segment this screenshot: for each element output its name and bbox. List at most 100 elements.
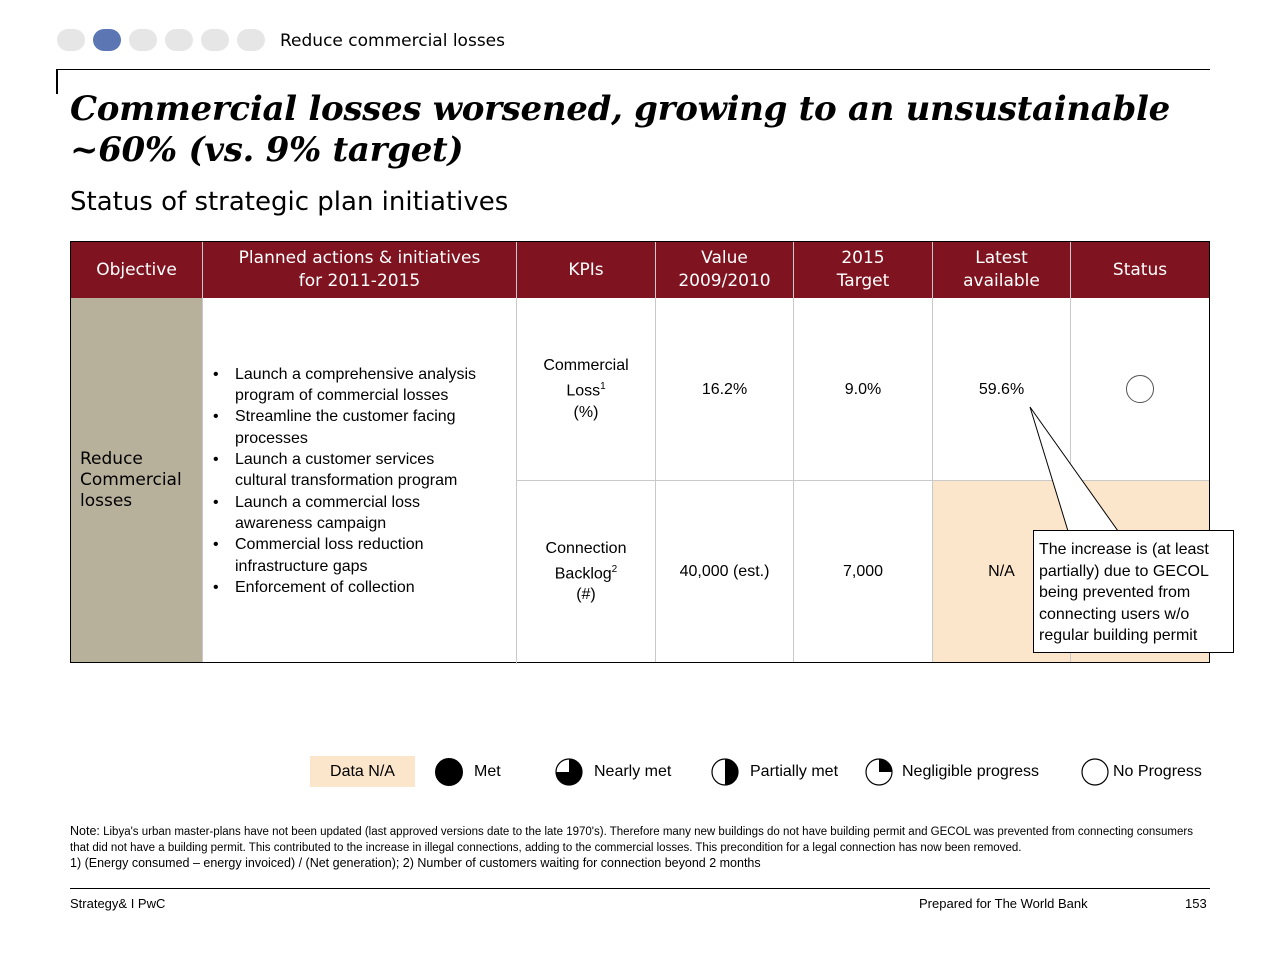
header-value-line1: Value [701,248,748,268]
header-value: Value 2009/2010 [656,242,794,298]
callout-line: being prevented from [1039,584,1191,601]
header-latest-line1: Latest [975,248,1028,268]
target-text: 7,000 [842,563,884,580]
note-text: Libya's urban master-plans have not been… [70,826,1193,854]
nav-dot [129,29,157,51]
nav-dot [165,29,193,51]
action-item: Streamline the customer facing processes [213,406,476,449]
callout-line: partially) due to GECOL [1039,562,1209,580]
footer-divider [70,888,1210,889]
page-number: 153 [1185,896,1207,911]
legend-negligible-progress: Negligible progress [864,757,1039,787]
action-item-line2: awareness campaign [235,514,387,532]
kpi-name-line2: Loss [566,382,601,400]
action-item-line1: Commercial loss reduction [235,536,424,554]
value-text: 40,000 (est.) [679,563,770,580]
legend-nearly-met-label: Nearly met [594,763,672,780]
header-kpis: KPIs [517,242,656,298]
legend-partially-met-label: Partially met [750,763,839,780]
callout-line: regular building permit [1039,627,1198,644]
status-cell [1071,298,1209,480]
target-text: 9.0% [844,380,882,398]
action-item-line1: Streamline the customer facing [235,408,456,426]
header-target: 2015 Target [794,242,933,298]
legend-partially-met: Partially met [710,757,838,787]
no-progress-legend-icon [1081,758,1109,786]
no-progress-icon [1126,375,1154,403]
action-item-line2: cultural transformation program [235,472,458,490]
initiatives-table: Objective Planned actions & initiatives … [70,241,1210,664]
notes: Note: Libya's urban master-plans have no… [70,824,1210,872]
legend-no-progress: No Progress [1080,757,1202,787]
legend-met-label: Met [474,763,501,780]
header-target-line2: Target [836,271,890,291]
footer-prepared-for: Prepared for The World Bank [919,896,1088,911]
note-label: Note: [70,824,100,838]
legend-negligible-progress-label: Negligible progress [902,763,1039,780]
legend-data-na-label: Data N/A [330,762,395,780]
kpi-footnote-ref: 1 [600,381,606,393]
header-target-line1: 2015 [841,248,885,268]
objective-line3: losses [80,490,133,511]
header-value-line2: 2009/2010 [678,271,771,291]
footnotes: 1) (Energy consumed – energy invoiced) /… [70,856,761,870]
kpi-name-line1: Commercial [543,357,629,375]
header-actions-line1: Planned actions & initiatives [238,248,481,268]
kpi-cell-connection-backlog: Connection Backlog2 (#) [517,481,656,662]
header-status: Status [1071,242,1209,298]
action-item: Launch a customer services cultural trans… [213,449,476,492]
kpi-name-line2: Backlog [554,565,612,583]
nearly-met-icon [555,758,583,786]
callout-line: The increase is (at least [1039,541,1209,558]
action-item-line1: Launch a comprehensive analysis [235,365,477,383]
met-icon [435,758,463,786]
kpi-footnote-ref: 2 [611,563,618,575]
latest-text: 59.6% [978,380,1025,398]
target-cell: 7,000 [794,481,933,662]
nav-dot [201,29,229,51]
nav-dot [237,29,265,51]
latest-cell: 59.6% [933,298,1071,480]
kpi-cell-commercial-loss: Commercial Loss1 (%) [517,298,656,480]
kpi-unit: (#) [576,586,596,604]
callout-line: connecting users w/o [1039,605,1190,623]
header-actions-line2: for 2011-2015 [298,271,421,291]
legend-no-progress-label: No Progress [1113,763,1202,780]
legend-met: Met [434,757,501,787]
objective-cell: Reduce Commercial losses [71,298,203,662]
header-latest-line2: available [963,271,1040,291]
objective-line2: Commercial [80,469,182,490]
action-item-line1: Launch a commercial loss [235,493,420,511]
header-objective-label: Objective [96,259,177,280]
section-label: Reduce commercial losses [280,31,505,51]
target-cell: 9.0% [794,298,933,480]
row-divider [517,480,1209,481]
action-item-line1: Launch a customer services [235,451,435,469]
action-item: Commercial loss reduction infrastructure … [213,534,476,577]
kpi-unit: (%) [573,403,599,421]
top-divider-tick [56,69,58,94]
header-actions: Planned actions & initiatives for 2011-2… [203,242,517,298]
action-item-line2: processes [235,429,308,447]
negligible-progress-icon [865,758,893,786]
action-item: Enforcement of collection [213,577,476,599]
partially-met-icon [711,758,739,786]
page-title: Commercial losses worsened, growing to a… [70,89,1170,170]
value-cell: 16.2% [656,298,794,480]
legend-data-na: Data N/A [310,756,415,787]
page-subtitle: Status of strategic plan initiatives [70,187,509,217]
action-item: Launch a comprehensive analysis program o… [213,364,477,407]
kpi-name-line1: Connection [545,539,627,557]
legend-nearly-met: Nearly met [554,757,671,787]
objective-line1: Reduce [80,448,143,469]
latest-text: N/A [988,563,1015,580]
header-objective: Objective [71,242,203,298]
planned-actions-list: Launch a comprehensive analysis program o… [203,364,477,599]
planned-actions-cell: Launch a comprehensive analysis program o… [203,298,517,664]
action-item: Launch a commercial loss awareness campai… [213,492,476,535]
section-progress-dots [57,29,265,51]
header-status-label: Status [1112,259,1168,280]
nav-dot [57,29,85,51]
action-item-line2: program of commercial losses [235,387,449,405]
